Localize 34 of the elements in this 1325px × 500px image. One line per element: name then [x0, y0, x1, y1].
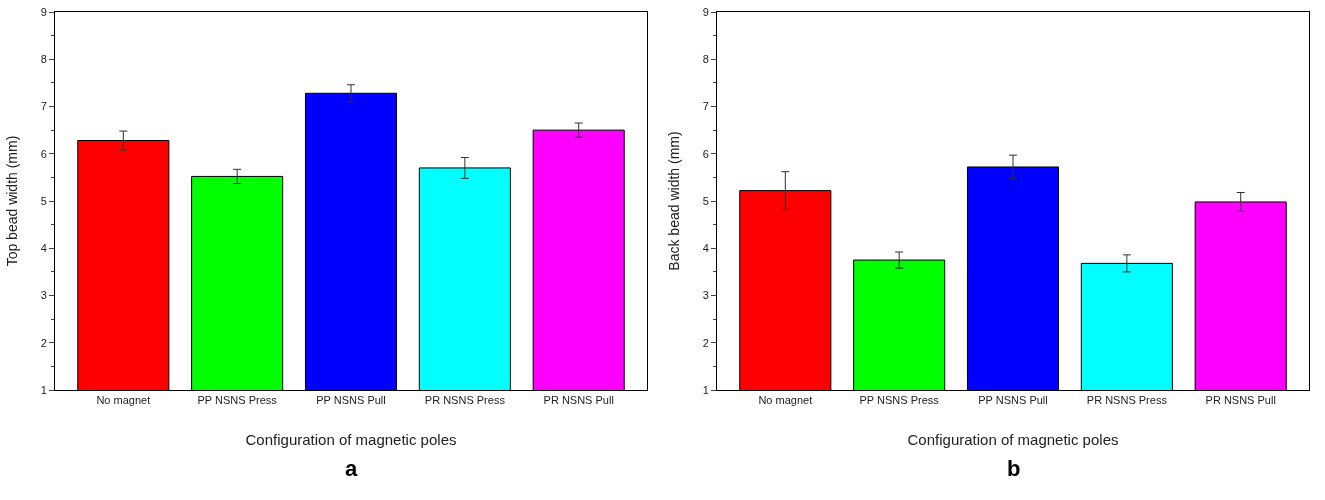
- y-tick-label: 2: [702, 336, 709, 349]
- x-tick-label: PR NSNS Press: [1086, 394, 1168, 407]
- x-tick-label: PR NSNS Pull: [543, 394, 614, 407]
- y-axis-title: Top bead width (mm): [4, 135, 20, 267]
- y-tick-label: 9: [702, 5, 709, 18]
- x-tick-label: No magnet: [96, 394, 151, 407]
- x-tick-label: PP NSNS Pull: [978, 394, 1048, 407]
- y-tick-label: 3: [40, 289, 47, 302]
- x-tick-label: PR NSNS Press: [424, 394, 506, 407]
- y-tick-label: 6: [702, 147, 709, 160]
- y-tick-label: 7: [40, 100, 47, 113]
- x-tick-label: PP NSNS Pull: [316, 394, 386, 407]
- y-tick-label: 8: [702, 53, 709, 66]
- y-tick-label: 8: [40, 53, 47, 66]
- y-tick-label: 7: [702, 100, 709, 113]
- y-tick-label: 3: [702, 289, 709, 302]
- x-tick-label: PP NSNS Press: [197, 394, 278, 407]
- y-tick-label: 5: [40, 194, 47, 207]
- y-axis-title: Back bead width (mm): [666, 131, 682, 271]
- x-tick-label: PP NSNS Press: [859, 394, 940, 407]
- y-tick-label: 5: [702, 194, 709, 207]
- x-axis-title: Configuration of magnetic poles: [245, 431, 457, 448]
- y-tick-label: 1: [40, 383, 47, 396]
- y-tick-label: 1: [702, 383, 709, 396]
- y-tick-label: 6: [40, 147, 47, 160]
- y-tick-label: 4: [702, 242, 709, 255]
- text: b: [1007, 456, 1021, 481]
- y-tick-label: 9: [40, 5, 47, 18]
- text: a: [345, 456, 358, 481]
- x-tick-label: No magnet: [758, 394, 813, 407]
- x-axis-title: Configuration of magnetic poles: [907, 431, 1119, 448]
- x-tick-label: PR NSNS Pull: [1205, 394, 1276, 407]
- y-tick-label: 2: [40, 336, 47, 349]
- y-tick-label: 4: [40, 242, 47, 255]
